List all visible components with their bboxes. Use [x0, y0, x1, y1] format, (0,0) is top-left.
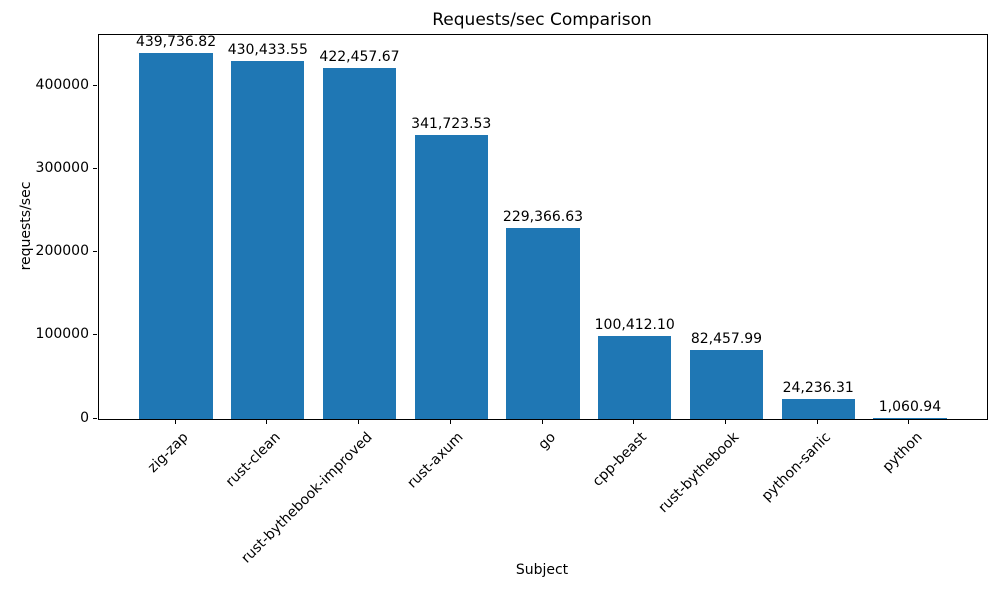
bar-value-label: 422,457.67: [319, 48, 400, 65]
x-tick-mark: [816, 420, 818, 424]
x-tick-label: rust-axum: [404, 429, 467, 492]
x-tick-label: go: [534, 429, 559, 453]
y-tick-mark: [93, 84, 97, 86]
x-tick-label: zig-zap: [144, 429, 192, 476]
y-tick-label: 400000: [35, 76, 89, 93]
y-tick-mark: [93, 417, 97, 419]
y-tick-label: 0: [80, 409, 89, 426]
x-tick-mark: [724, 420, 726, 424]
x-axis-label: Subject: [515, 562, 569, 578]
bar: [873, 418, 947, 419]
x-tick-mark: [633, 420, 635, 424]
bar-value-label: 430,433.55: [227, 42, 308, 59]
x-tick-mark: [449, 420, 451, 424]
chart-title: Requests/sec Comparison: [432, 10, 652, 30]
y-tick-mark: [93, 168, 97, 169]
bar: [598, 335, 672, 419]
bar-value-label: 341,723.53: [411, 115, 492, 132]
x-tick-label: rust-bythebook: [655, 429, 743, 517]
y-tick-mark: [93, 334, 97, 336]
bar-value-label: 100,412.10: [594, 316, 675, 333]
x-tick-mark: [908, 420, 910, 424]
x-tick-label: cpp-beast: [589, 429, 651, 490]
bar-value-label: 24,236.31: [782, 379, 854, 396]
plot-area: 439,736.82 430,433.55 422,457.67 341,723.53…: [98, 34, 988, 420]
bar: [781, 398, 855, 419]
y-tick-label: 100000: [35, 326, 89, 343]
bar-value-label: 229,366.63: [502, 209, 584, 226]
bar: [506, 228, 580, 419]
bar: [689, 350, 764, 419]
x-tick-label: python-sanic: [758, 429, 834, 505]
bar: [139, 53, 213, 419]
bar: [322, 67, 397, 419]
bar-value-label: 82,457.99: [690, 331, 763, 348]
bar-value-label: 439,736.82: [135, 34, 217, 51]
bar-value-label: 1,060.94: [878, 399, 942, 415]
y-tick-label: 200000: [35, 243, 89, 260]
y-tick-mark: [93, 251, 97, 253]
bar: [414, 134, 488, 419]
y-tick-label: 300000: [35, 160, 89, 176]
x-tick-label: python: [879, 429, 926, 476]
bar: [231, 61, 305, 419]
x-tick-label: rust-clean: [222, 429, 284, 491]
x-tick-mark: [266, 420, 268, 424]
x-tick-mark: [174, 420, 176, 424]
x-tick-mark: [358, 420, 360, 424]
x-tick-mark: [541, 420, 543, 424]
